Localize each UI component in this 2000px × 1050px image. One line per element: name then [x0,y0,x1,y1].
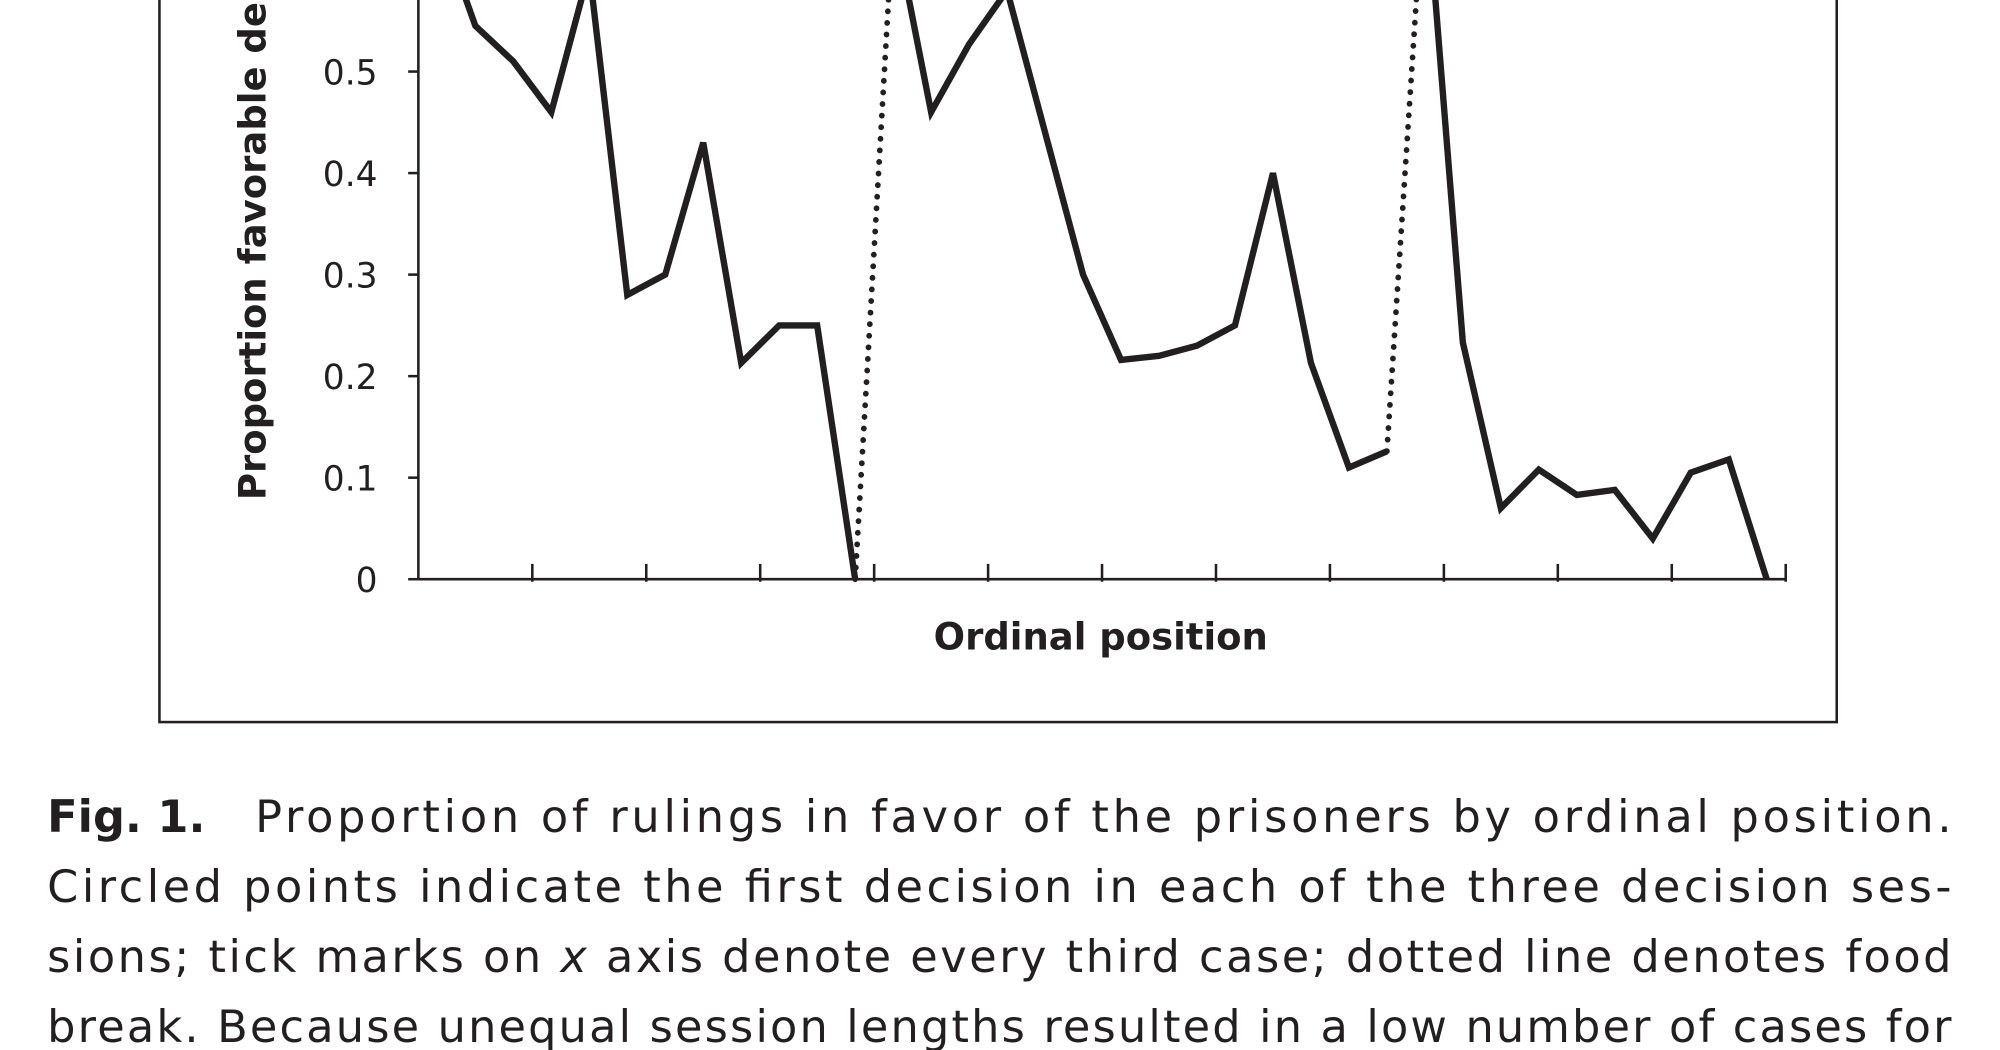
caption-line: Circled points indicate the first decisi… [47,861,1951,913]
caption-text: break. Because unequal session lengths r… [47,1001,1952,1050]
caption-line: break. Because unequal session lengths r… [47,1001,1952,1050]
caption-text: Circled points indicate the first decisi… [47,861,1951,913]
y-tick-label: 0.5 [323,53,378,93]
chart-frame [158,0,1839,724]
y-axis-title: Proportion favorable de [231,2,274,500]
session-line [905,0,1389,472]
y-tick-label: 0.3 [323,256,378,296]
caption-line: Proportion of rulings in favor of the pr… [255,791,1951,843]
figure-label: Fig. 1. [47,791,205,843]
caption-text: Proportion of rulings in favor of the pr… [255,791,1951,843]
y-tick-label: 0.4 [323,155,378,195]
caption-line: sions; tick marks on x axis denote every… [47,931,1951,983]
y-tick-label: 0 [356,561,378,601]
food-break-line [1384,0,1420,455]
food-break-line [852,0,892,583]
caption-text: x [558,931,587,983]
caption-text: sions; tick marks on [47,931,558,983]
y-tick-label: 0.2 [323,358,378,398]
x-axis-title: Ordinal position [934,615,1268,658]
session-line [462,0,859,580]
y-tick-label: 0.1 [323,459,378,499]
caption-text: axis denote every third case; dotted lin… [589,931,1951,983]
session-line [1432,0,1770,581]
